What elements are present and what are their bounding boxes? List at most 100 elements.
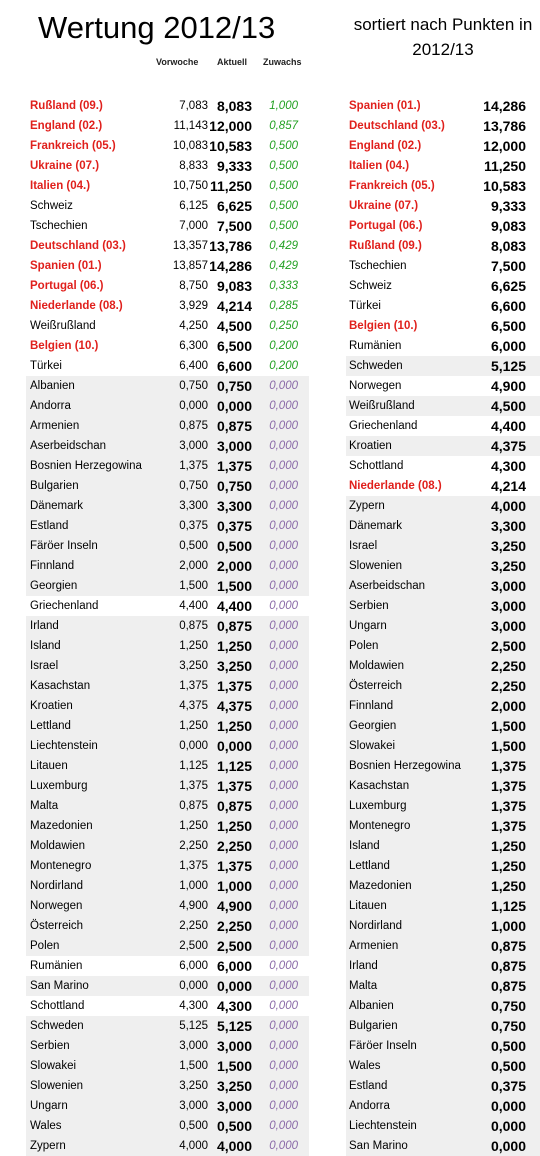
- current-value: 3,000: [216, 438, 252, 454]
- points-value: 2,500: [490, 638, 526, 654]
- previous-week-value: 1,375: [179, 460, 208, 472]
- table-row: Schweiz 6,125 6,625 0,500: [26, 196, 309, 216]
- table-row: Österreich 2,250: [346, 676, 540, 696]
- country-name: Mazedonien: [30, 820, 93, 832]
- country-name: Island: [30, 640, 61, 652]
- country-name: Irland: [30, 620, 59, 632]
- country-name: Lettland: [349, 860, 390, 872]
- gain-value: 0,000: [269, 740, 298, 752]
- country-name: Aserbeidschan: [30, 440, 107, 452]
- gain-value: 0,000: [269, 620, 298, 632]
- gain-value: 0,000: [269, 440, 298, 452]
- table-row: San Marino 0,000 0,000 0,000: [26, 976, 309, 996]
- table-row: Slowakei 1,500: [346, 736, 540, 756]
- table-row: Österreich 2,250 2,250 0,000: [26, 916, 309, 936]
- country-name: Rumänien: [349, 340, 402, 352]
- previous-week-value: 1,250: [179, 820, 208, 832]
- table-row: Norwegen 4,900: [346, 376, 540, 396]
- country-name: Armenien: [349, 940, 399, 952]
- points-value: 4,000: [490, 498, 526, 514]
- country-name: Montenegro: [30, 860, 92, 872]
- current-value: 4,000: [216, 1138, 252, 1154]
- country-name: Aserbeidschan: [349, 580, 426, 592]
- table-row: Polen 2,500: [346, 636, 540, 656]
- country-name: Schweiz: [30, 200, 73, 212]
- points-value: 14,286: [483, 98, 526, 114]
- points-value: 0,750: [490, 998, 526, 1014]
- points-value: 5,125: [490, 358, 526, 374]
- table-row: Irland 0,875 0,875 0,000: [26, 616, 309, 636]
- table-row: Liechtenstein 0,000: [346, 1116, 540, 1136]
- country-name: Österreich: [30, 920, 84, 932]
- current-value: 11,250: [209, 178, 252, 194]
- country-name: Niederlande (08.): [30, 300, 123, 312]
- current-value: 4,300: [216, 998, 252, 1014]
- table-row: Ukraine (07.) 9,333: [346, 196, 540, 216]
- gain-value: 0,285: [269, 300, 298, 312]
- country-name: Liechtenstein: [30, 740, 98, 752]
- gain-value: 0,000: [269, 700, 298, 712]
- country-name: Nordirland: [30, 880, 84, 892]
- country-name: San Marino: [30, 980, 89, 992]
- table-row: Finnland 2,000: [346, 696, 540, 716]
- table-row: Schweiz 6,625: [346, 276, 540, 296]
- table-row: England (02.) 12,000: [346, 136, 540, 156]
- current-value: 4,500: [216, 318, 252, 334]
- country-name: Malta: [349, 980, 378, 992]
- table-row: Norwegen 4,900 4,900 0,000: [26, 896, 309, 916]
- table-row: Bulgarien 0,750 0,750 0,000: [26, 476, 309, 496]
- previous-week-value: 0,000: [179, 740, 208, 752]
- previous-week-value: 2,500: [179, 940, 208, 952]
- current-value: 4,900: [216, 898, 252, 914]
- previous-week-value: 4,400: [179, 600, 208, 612]
- country-name: Albanien: [349, 1000, 394, 1012]
- country-name: Slowakei: [30, 1060, 77, 1072]
- country-name: Bulgarien: [30, 480, 79, 492]
- table-row: Liechtenstein 0,000 0,000 0,000: [26, 736, 309, 756]
- points-value: 1,125: [490, 898, 526, 914]
- country-name: Frankreich (05.): [349, 180, 435, 192]
- gain-value: 0,000: [269, 820, 298, 832]
- country-name: Spanien (01.): [30, 260, 102, 272]
- country-name: Polen: [349, 640, 379, 652]
- country-name: Lettland: [30, 720, 71, 732]
- current-value: 4,214: [216, 298, 252, 314]
- table-row: Slowakei 1,500 1,500 0,000: [26, 1056, 309, 1076]
- table-row: Armenien 0,875: [346, 936, 540, 956]
- country-name: Italien (04.): [30, 180, 91, 192]
- points-value: 4,500: [490, 398, 526, 414]
- points-value: 3,250: [490, 538, 526, 554]
- country-name: Moldawien: [349, 660, 404, 672]
- points-value: 7,500: [490, 258, 526, 274]
- previous-week-value: 8,833: [179, 160, 208, 172]
- points-value: 0,500: [490, 1058, 526, 1074]
- table-row: Bosnien Herzegowina 1,375: [346, 756, 540, 776]
- points-value: 10,583: [483, 178, 526, 194]
- points-value: 4,400: [490, 418, 526, 434]
- table-row: Georgien 1,500 1,500 0,000: [26, 576, 309, 596]
- table-row: Türkei 6,400 6,600 0,200: [26, 356, 309, 376]
- gain-value: 0,000: [269, 840, 298, 852]
- table-row: Andorra 0,000 0,000 0,000: [26, 396, 309, 416]
- table-row: Tschechien 7,000 7,500 0,500: [26, 216, 309, 236]
- table-row: Griechenland 4,400: [346, 416, 540, 436]
- current-value: 4,400: [216, 598, 252, 614]
- previous-week-value: 0,500: [179, 540, 208, 552]
- points-value: 6,625: [490, 278, 526, 294]
- table-row: Belgien (10.) 6,500: [346, 316, 540, 336]
- country-name: Litauen: [349, 900, 387, 912]
- previous-week-value: 2,000: [179, 560, 208, 572]
- country-name: Armenien: [30, 420, 80, 432]
- table-row: Kroatien 4,375 4,375 0,000: [26, 696, 309, 716]
- previous-week-value: 6,400: [179, 360, 208, 372]
- table-row: Wales 0,500: [346, 1056, 540, 1076]
- previous-week-value: 7,000: [179, 220, 208, 232]
- gain-value: 0,000: [269, 400, 298, 412]
- points-value: 6,000: [490, 338, 526, 354]
- table-row: Italien (04.) 11,250: [346, 156, 540, 176]
- points-value: 2,000: [490, 698, 526, 714]
- points-value: 3,250: [490, 558, 526, 574]
- gain-value: 0,000: [269, 880, 298, 892]
- table-row: Aserbeidschan 3,000 3,000 0,000: [26, 436, 309, 456]
- table-row: Deutschland (03.) 13,357 13,786 0,429: [26, 236, 309, 256]
